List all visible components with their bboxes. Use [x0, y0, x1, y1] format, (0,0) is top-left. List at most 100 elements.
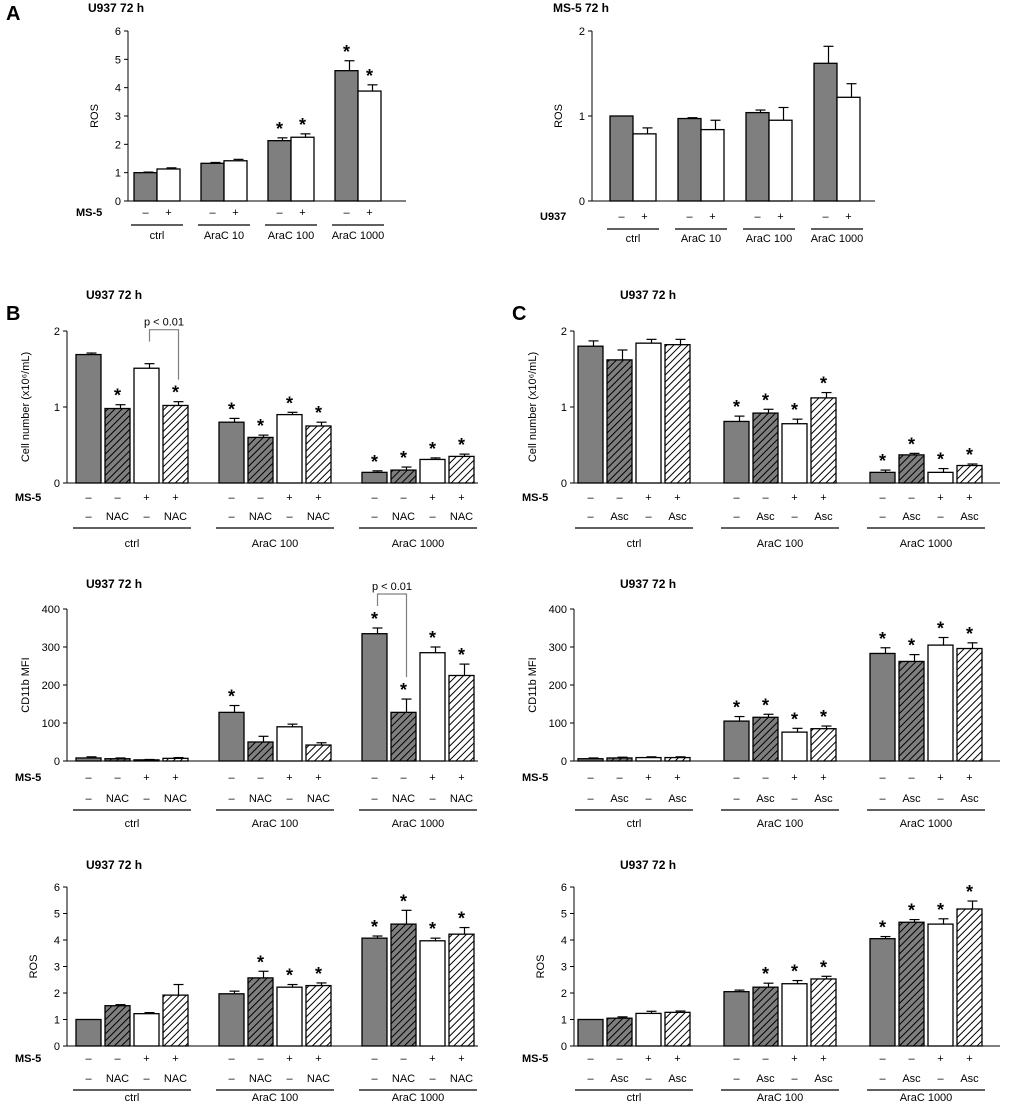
chart-C-cell: U937 72 h 0 1 2 Cell number (x10⁶/mL) MS-5 – – –…: [522, 288, 1000, 550]
bar: [810, 978, 837, 1047]
factor-label: MS-5: [15, 492, 41, 504]
y-axis-label: CD11b MFI: [527, 657, 539, 712]
bracket-label: p < 0.01: [144, 317, 184, 329]
factor-value: –: [908, 492, 915, 504]
y-tick-label: 300: [549, 642, 567, 654]
significance-star: *: [257, 416, 264, 436]
y-tick-label: 6: [115, 26, 121, 38]
treatment-value: Asc: [960, 511, 979, 523]
y-tick-label: 6: [54, 882, 60, 894]
group-label: AraC 1000: [811, 233, 864, 245]
factor-value: +: [845, 211, 851, 223]
bar: [898, 660, 925, 762]
treatment-value: Asc: [960, 793, 979, 805]
group-label: AraC 100: [757, 818, 803, 830]
bar: [419, 458, 446, 484]
chart-B-cd11b: U937 72 h 0 100 200 300 400 CD11b MFI MS-5 – – – NA…: [15, 577, 478, 830]
treatment-value: –: [645, 1073, 652, 1085]
significance-star: *: [371, 609, 378, 629]
panel-label-a: A: [6, 3, 20, 25]
chart-title: U937 72 h: [620, 577, 676, 591]
bar: [635, 756, 662, 762]
bar: [606, 1017, 633, 1047]
significance-star: *: [429, 628, 436, 648]
significance-bracket: [148, 329, 180, 380]
significance-star: *: [286, 393, 293, 413]
factor-value: –: [371, 1053, 378, 1065]
y-tick-label: 5: [115, 54, 121, 66]
significance-star: *: [228, 687, 235, 707]
chart-title: U937 72 h: [620, 858, 676, 872]
treatment-value: Asc: [814, 793, 833, 805]
group-label: AraC 100: [746, 233, 792, 245]
significance-star: *: [908, 636, 915, 656]
bar: [305, 984, 332, 1047]
y-axis-label: ROS: [535, 955, 547, 979]
factor-value: +: [966, 1053, 972, 1065]
group-label: ctrl: [125, 538, 140, 550]
bar: [390, 923, 417, 1047]
y-tick-label: 400: [549, 604, 567, 616]
group-label: AraC 1000: [332, 230, 385, 242]
treatment-value: –: [937, 511, 944, 523]
bar: [869, 938, 896, 1047]
factor-value: –: [114, 1053, 121, 1065]
factor-value: +: [429, 492, 435, 504]
bar: [390, 711, 417, 762]
factor-value: –: [400, 772, 407, 784]
factor-value: –: [879, 1053, 886, 1065]
bar: [357, 90, 382, 202]
bar: [577, 1018, 604, 1047]
y-tick-label: 4: [115, 83, 121, 95]
factor-value: +: [820, 492, 826, 504]
significance-star: *: [908, 434, 915, 454]
y-tick-label: 0: [115, 196, 121, 208]
factor-value: +: [458, 492, 464, 504]
significance-star: *: [820, 374, 827, 394]
y-tick-label: 2: [579, 26, 585, 38]
y-tick-label: 1: [561, 402, 567, 414]
treatment-value: –: [228, 793, 235, 805]
significance-star: *: [879, 918, 886, 938]
bar: [75, 353, 102, 484]
factor-value: –: [908, 772, 915, 784]
significance-star: *: [820, 957, 827, 977]
factor-value: +: [645, 1053, 651, 1065]
factor-value: +: [820, 772, 826, 784]
bar: [419, 940, 446, 1047]
y-tick-label: 6: [561, 882, 567, 894]
factor-value: –: [257, 1053, 264, 1065]
factor-value: –: [733, 1053, 740, 1065]
treatment-value: NAC: [307, 793, 330, 805]
factor-value: –: [85, 772, 92, 784]
bar: [133, 172, 158, 202]
factor-value: +: [777, 211, 783, 223]
significance-star: *: [429, 439, 436, 459]
bar: [810, 728, 837, 762]
bar: [781, 423, 808, 484]
factor-value: +: [641, 211, 647, 223]
group-label: AraC 100: [252, 818, 298, 830]
y-axis-label: Cell number (x10⁶/mL): [20, 352, 32, 462]
panel-label-b: B: [6, 303, 20, 325]
chart-title: U937 72 h: [86, 858, 142, 872]
significance-star: *: [315, 403, 322, 423]
factor-value: –: [228, 492, 235, 504]
treatment-value: –: [85, 1073, 92, 1085]
bar: [927, 923, 954, 1047]
treatment-value: Asc: [902, 793, 921, 805]
treatment-value: Asc: [756, 1073, 775, 1085]
factor-value: –: [142, 207, 149, 219]
bar: [577, 758, 604, 762]
bar: [419, 652, 446, 762]
factor-value: +: [966, 492, 972, 504]
treatment-value: –: [85, 793, 92, 805]
y-axis-label: ROS: [553, 104, 565, 128]
factor-value: +: [286, 1053, 292, 1065]
bar: [664, 756, 691, 762]
y-tick-label: 2: [115, 139, 121, 151]
bar: [334, 70, 359, 202]
significance-star: *: [299, 115, 306, 135]
significance-star: *: [228, 399, 235, 419]
